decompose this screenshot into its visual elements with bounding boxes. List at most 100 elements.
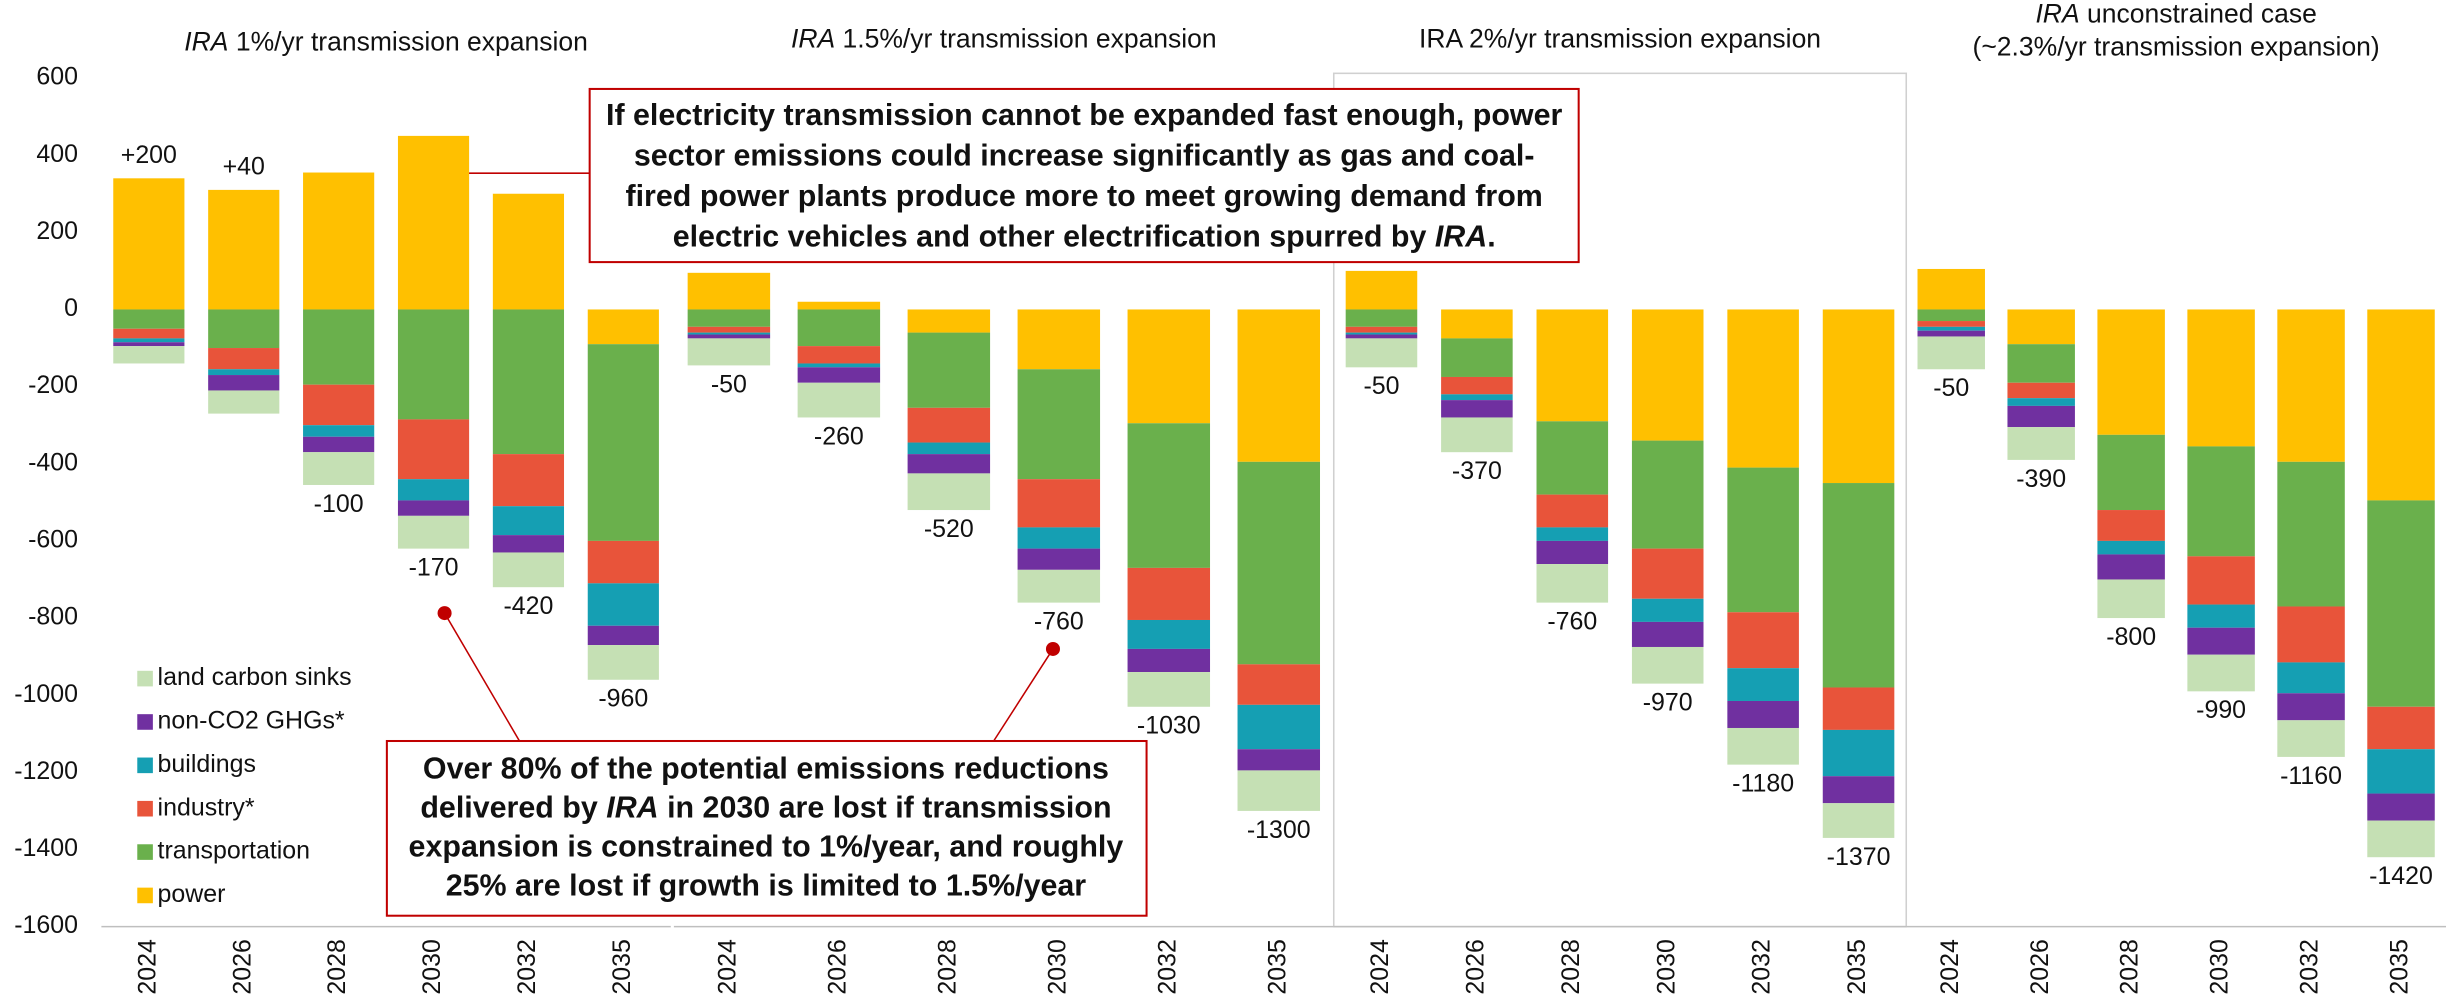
bar-segment — [1727, 467, 1799, 613]
bar-segment — [2007, 405, 2075, 428]
bar-segment — [797, 382, 881, 418]
y-tick-label: -600 — [28, 525, 78, 553]
legend-label: transportation — [158, 837, 311, 865]
bar-segment — [1822, 309, 1895, 484]
bar-segment — [1127, 309, 1211, 424]
callout-box — [588, 87, 1580, 264]
bar-segment — [797, 367, 881, 383]
bar-segment — [1727, 700, 1799, 728]
x-tick-label: 2026 — [2026, 939, 2054, 994]
text-run: IRA — [2035, 0, 2079, 29]
callout-line — [443, 612, 521, 742]
bar-segment — [397, 479, 470, 501]
annotation-line: expansion is constrained to 1%/year, and… — [409, 830, 1124, 864]
callout-dot — [1045, 641, 1060, 656]
bar-segment — [907, 407, 991, 443]
bar-segment — [2097, 510, 2165, 541]
bar-segment — [2187, 556, 2255, 605]
bar-segment — [1441, 376, 1513, 395]
annotation-line: delivered by IRA in 2030 are lost if tra… — [420, 791, 1111, 825]
bar-segment — [1127, 423, 1211, 568]
bar-segment — [2007, 309, 2075, 345]
text-run: fired power plants produce more to meet … — [625, 179, 1542, 213]
legend-label: industry* — [158, 793, 255, 821]
bar-segment — [1822, 687, 1895, 730]
bar-segment — [2187, 654, 2255, 692]
bar-segment — [1631, 646, 1704, 684]
y-tick-label: -400 — [28, 448, 78, 476]
net-label: -50 — [1933, 374, 1969, 402]
bar-segment — [303, 309, 375, 385]
bar-segment — [492, 506, 565, 536]
bar-segment — [907, 332, 991, 408]
x-tick-label: 2030 — [2206, 939, 2234, 994]
panel-title: (~2.3%/yr transmission expansion) — [1973, 31, 2380, 61]
x-tick-label: 2035 — [2386, 939, 2414, 994]
net-label: -800 — [2106, 623, 2156, 651]
bar-segment — [1727, 612, 1799, 669]
text-run: . — [1487, 220, 1495, 254]
net-label: -970 — [1643, 688, 1693, 716]
bar-segment — [2277, 461, 2345, 607]
y-tick-label: -1600 — [14, 911, 78, 939]
bar-segment — [1917, 336, 1985, 370]
bar-segment — [1127, 648, 1211, 673]
x-tick-label: 2028 — [323, 939, 351, 994]
bar-segment — [1727, 727, 1799, 765]
text-run: 25% are lost if growth is limited to 1.5… — [446, 869, 1087, 903]
bar-segment — [2367, 793, 2435, 821]
x-tick-label: 2028 — [933, 939, 961, 994]
bar-segment — [1441, 309, 1513, 339]
bar-segment — [2007, 382, 2075, 399]
bar-segment — [1345, 332, 1418, 335]
text-run: IRA — [791, 24, 835, 54]
bar-segment — [208, 189, 280, 310]
bar-segment — [1237, 749, 1321, 771]
bar-segment — [1345, 334, 1418, 339]
legend-swatch — [137, 670, 153, 687]
bar-segment — [1631, 440, 1704, 549]
net-label: -1030 — [1137, 712, 1201, 740]
annotation-line: electric vehicles and other electrificat… — [673, 220, 1496, 254]
bar-segment — [1631, 598, 1704, 622]
legend-label: land carbon sinks — [158, 663, 352, 691]
y-tick-label: -200 — [28, 371, 78, 399]
bar-segment — [1917, 321, 1985, 327]
bar-segment — [587, 645, 659, 680]
bar-segment — [1127, 672, 1211, 707]
bar-segment — [1237, 704, 1321, 750]
bar-segment — [797, 301, 881, 310]
bar-segment — [2277, 309, 2345, 462]
legend-swatch — [137, 800, 153, 817]
bar-segment — [113, 328, 185, 339]
bar-segment — [797, 363, 881, 368]
bar-segment — [1822, 483, 1895, 688]
bar-segment — [492, 535, 565, 553]
x-tick-label: 2024 — [133, 939, 161, 995]
x-tick-label: 2024 — [713, 939, 741, 995]
bar-segment — [1237, 770, 1321, 811]
bar-segment — [2097, 434, 2165, 511]
bar-segment — [303, 452, 375, 485]
text-run: expansion is constrained to 1%/year, and… — [409, 830, 1124, 864]
text-run: IRA 2%/yr transmission expansion — [1419, 24, 1821, 54]
bar-segment — [907, 442, 991, 455]
bar-segment — [1917, 309, 1985, 322]
bar-segment — [1536, 564, 1609, 603]
bar-segment — [1822, 729, 1895, 777]
bar-segment — [492, 454, 565, 507]
annotation-line: sector emissions could increase signific… — [634, 139, 1535, 173]
bar-segment — [907, 473, 991, 511]
y-tick-label: 200 — [36, 217, 78, 245]
bar-segment — [303, 172, 375, 310]
x-tick-label: 2035 — [1263, 939, 1291, 994]
text-run: sector emissions could increase signific… — [634, 139, 1535, 173]
bar-segment — [397, 419, 470, 480]
bar-segment — [113, 178, 185, 310]
bar-segment — [1917, 326, 1985, 331]
legend-swatch — [137, 844, 153, 860]
bar-segment — [2097, 540, 2165, 555]
legend-label: buildings — [158, 750, 256, 778]
bar-segment — [2367, 820, 2435, 858]
bar-segment — [587, 625, 659, 646]
